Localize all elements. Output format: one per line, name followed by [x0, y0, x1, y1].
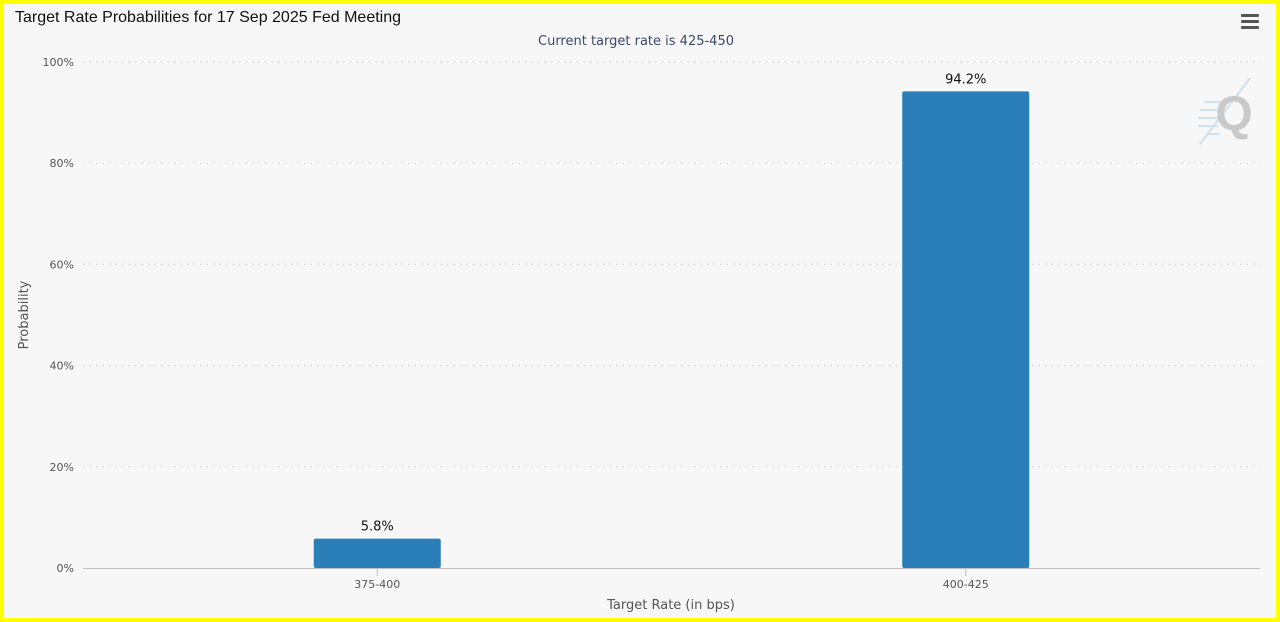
- logo-letter: Q: [1215, 88, 1252, 141]
- chart-title: Target Rate Probabilities for 17 Sep 202…: [15, 9, 402, 26]
- y-tick-label: 80%: [50, 157, 74, 170]
- y-tick-label: 100%: [43, 56, 74, 69]
- x-axis-label: Target Rate (in bps): [606, 598, 735, 613]
- chart-subtitle: Current target rate is 425-450: [538, 34, 734, 49]
- bar-chart: 0% 20% 40% 60% 80% 100% 5.8% 94.2% 375-400 400-…: [17, 34, 1260, 613]
- data-label: 94.2%: [945, 72, 986, 87]
- y-axis-label: Probability: [17, 280, 32, 349]
- cme-fedwatch-logo: Q: [1198, 77, 1253, 145]
- x-axis-ticks: 375-400 400-425: [354, 568, 989, 591]
- x-tick-label: 400-425: [943, 578, 989, 591]
- x-tick-label: 375-400: [354, 578, 400, 591]
- y-tick-label: 40%: [50, 360, 74, 373]
- y-axis-ticks: 0% 20% 40% 60% 80% 100%: [43, 56, 74, 575]
- y-tick-label: 20%: [50, 461, 74, 474]
- data-label: 5.8%: [361, 520, 394, 535]
- hamburger-menu-icon[interactable]: [1241, 14, 1261, 32]
- bar-375-400[interactable]: [313, 538, 441, 568]
- grid-lines: [83, 61, 1260, 468]
- y-tick-label: 60%: [50, 258, 74, 271]
- bars: 5.8% 94.2%: [313, 72, 1030, 569]
- bar-400-425[interactable]: [902, 91, 1030, 569]
- y-tick-label: 0%: [57, 562, 74, 575]
